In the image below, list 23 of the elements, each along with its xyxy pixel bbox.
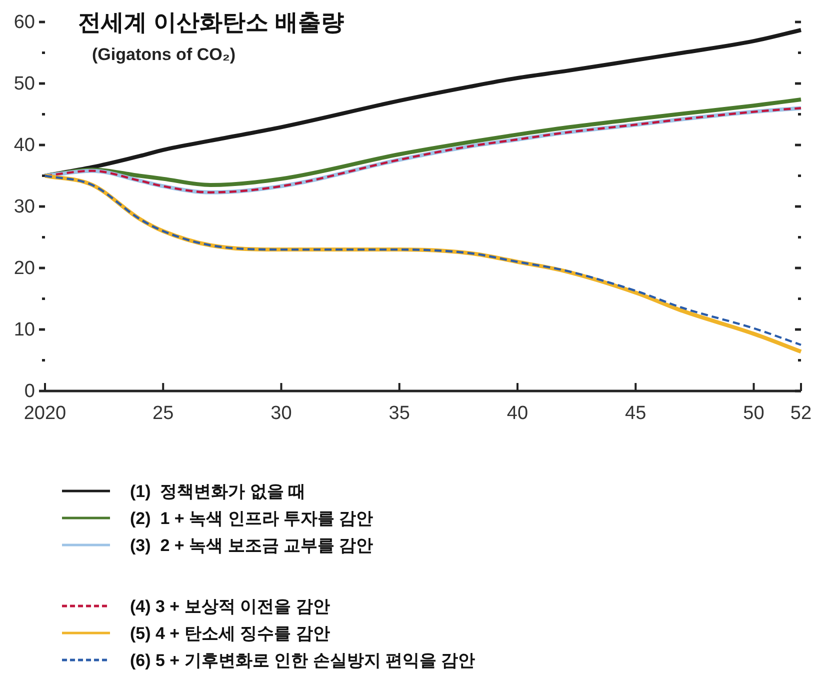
x-tick-label: 25 [152, 403, 174, 424]
x-tick-label: 40 [506, 403, 528, 424]
legend-label: (5) 4 + 탄소세 징수를 감안 [130, 624, 330, 642]
legend-label: (3) 2 + 녹색 보조금 교부를 감안 [130, 536, 374, 554]
x-tick-label: 52 [790, 403, 812, 424]
x-tick-label: 30 [270, 403, 292, 424]
x-tick-label: 2020 [24, 403, 66, 424]
y-tick-label: 30 [14, 196, 35, 217]
y-tick-label: 0 [24, 380, 35, 402]
y-tick-label: 20 [14, 258, 35, 278]
y-tick-label: 60 [14, 12, 35, 32]
legend-label: (4) 3 + 보상적 이전을 감안 [130, 596, 330, 616]
x-tick-label: 45 [625, 403, 646, 424]
text: (Gigatons of CO₂) [92, 45, 236, 64]
chart-title: 전세계 이산화탄소 배출량 [78, 9, 344, 35]
x-tick-label: 35 [388, 403, 410, 424]
y-tick-label: 50 [14, 73, 35, 94]
legend-label: (2) 1 + 녹색 인프라 투자를 감안 [130, 508, 374, 528]
legend-label: (6) 5 + 기후변화로 인한 손실방지 편익을 감안 [130, 650, 476, 670]
y-tick-label: 10 [14, 319, 35, 340]
x-tick-label: 50 [743, 403, 764, 424]
y-tick-label: 40 [14, 134, 35, 156]
legend-label: (1) 정책변화가 없을 때 [130, 482, 306, 500]
